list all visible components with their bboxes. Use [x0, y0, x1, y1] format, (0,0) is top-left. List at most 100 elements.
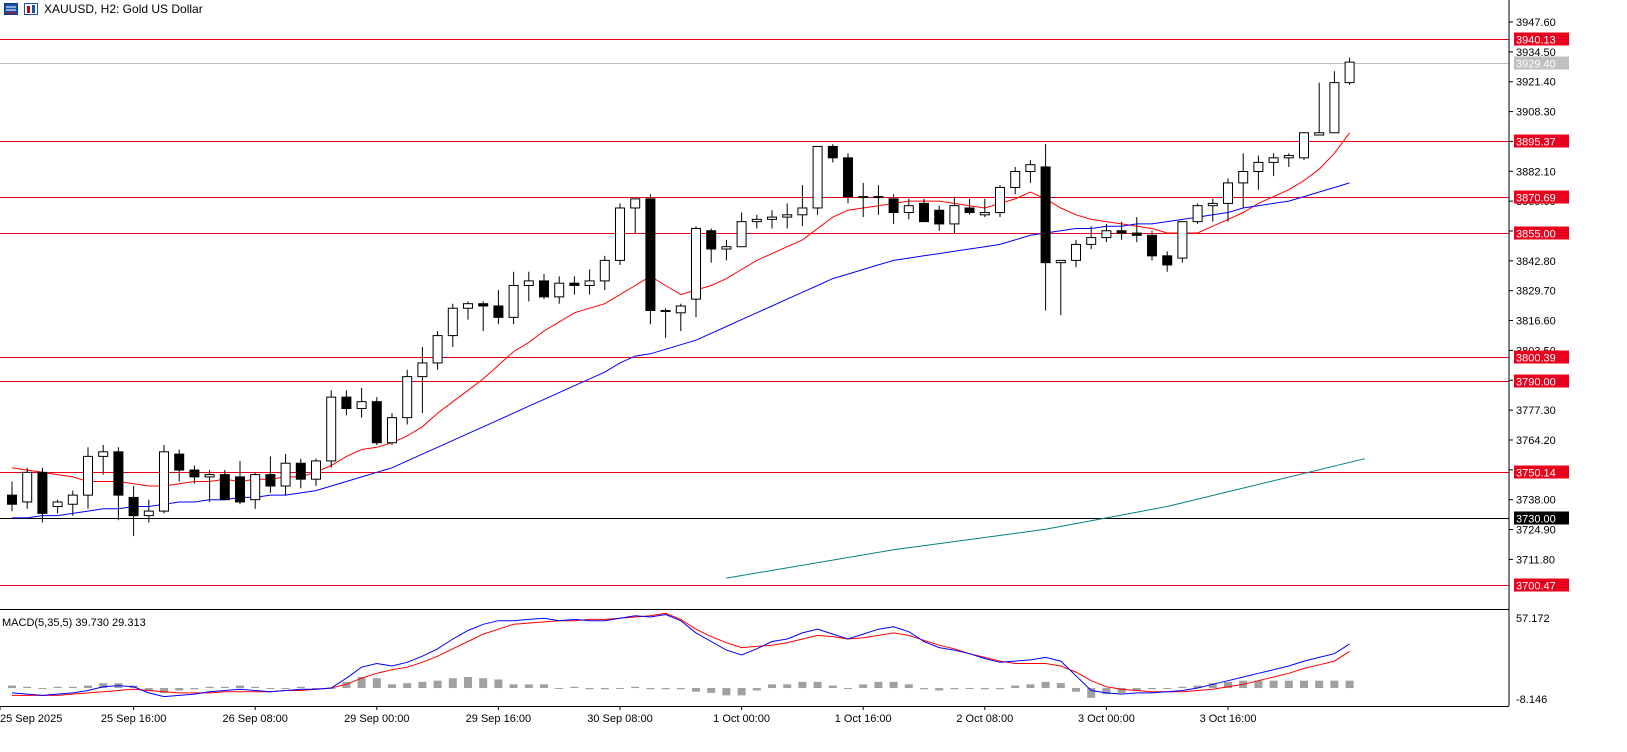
- macd-histogram-bar: [555, 688, 564, 690]
- ma-slow-line: [726, 458, 1365, 579]
- macd-histogram-bar: [190, 688, 199, 690]
- candle-bull: [1268, 157, 1279, 163]
- moving-averages: [11, 132, 1365, 579]
- candle-bull: [311, 460, 321, 480]
- macd-histogram-bar: [813, 681, 822, 689]
- candle-bull: [447, 307, 458, 337]
- chart-grid-icon[interactable]: [4, 3, 18, 15]
- level-price-label: 3929.40: [1516, 59, 1556, 71]
- macd-histogram-bar: [570, 686, 579, 689]
- candle-bull: [326, 396, 337, 462]
- macd-histogram-bar: [1193, 685, 1202, 689]
- candle-bull: [52, 501, 63, 508]
- macd-histogram-bar: [1102, 688, 1111, 695]
- macd-main-line: [11, 613, 1350, 698]
- macd-histogram-bar: [1300, 680, 1308, 689]
- candle-bull: [721, 246, 732, 250]
- candle-bear: [189, 469, 200, 478]
- macd-histogram-bar: [752, 688, 761, 691]
- macd-histogram-bar: [798, 681, 807, 689]
- candle-bull: [1192, 205, 1203, 223]
- candle-bear: [478, 303, 489, 307]
- candle-bull: [584, 280, 595, 286]
- macd-histogram-bar: [737, 688, 746, 696]
- macd-signal-line: [12, 612, 1350, 696]
- price-tick-label: 3934.50: [1516, 47, 1556, 59]
- candle-bull: [204, 474, 215, 478]
- candle-bull: [280, 462, 291, 487]
- level-price-label: 3730.00: [1516, 514, 1556, 526]
- level-price-label: 3940.13: [1516, 35, 1556, 47]
- macd-histogram-bar: [980, 688, 989, 690]
- symbol-title: XAUUSD, H2: Gold US Dollar: [44, 2, 203, 16]
- candle-bear: [219, 474, 230, 501]
- candle-bull: [67, 494, 78, 505]
- candle-bull: [402, 376, 413, 419]
- candle-bear: [964, 207, 975, 214]
- macd-histogram-bar: [494, 679, 503, 689]
- macd-histogram-bar: [418, 681, 427, 689]
- macd-pane: MACD(5,35,5) 39.730 29.313 57.172 -8.146: [2, 612, 1550, 706]
- macd-histogram-bar: [1330, 680, 1339, 689]
- macd-histogram-bar: [661, 688, 670, 690]
- candle-bull: [1010, 171, 1021, 188]
- level-price-box: [1514, 511, 1569, 525]
- candle-bear: [7, 494, 17, 505]
- candle-bear: [1162, 255, 1173, 266]
- macd-histogram-bar: [874, 681, 883, 689]
- candle-bear: [1116, 230, 1127, 234]
- candle-bull: [979, 212, 990, 216]
- macd-histogram-bar: [1087, 688, 1096, 698]
- time-tick-label: 3 Oct 16:00: [1200, 713, 1257, 725]
- macd-histogram-bar: [403, 683, 412, 689]
- price-tick-label: 3908.30: [1516, 107, 1556, 119]
- time-tick-label: 1 Oct 16:00: [835, 713, 892, 725]
- macd-histogram-bar: [144, 688, 153, 691]
- macd-histogram-bar: [524, 684, 533, 689]
- time-tick-label: 30 Sep 08:00: [587, 713, 652, 725]
- macd-histogram-bar: [448, 678, 457, 689]
- macd-histogram-bar: [540, 684, 548, 689]
- level-price-box: [1514, 226, 1569, 240]
- macd-histogram-bar: [1345, 680, 1354, 689]
- time-tick-label: 25 Sep 16:00: [101, 713, 166, 725]
- macd-histogram-bar: [312, 688, 320, 690]
- macd-histogram-bar: [585, 688, 594, 690]
- level-price-label: 3855.00: [1516, 229, 1556, 241]
- candle-bull: [660, 310, 671, 313]
- price-tick-label: 3882.10: [1516, 166, 1556, 178]
- bars-icon[interactable]: [24, 3, 38, 15]
- candle-bull: [599, 259, 610, 282]
- time-tick-label: 25 Sep 2025: [0, 713, 62, 725]
- macd-histogram-bar: [1132, 688, 1141, 691]
- candle-bear: [341, 396, 352, 410]
- candle-bull: [143, 510, 154, 517]
- macd-histogram-bar: [1056, 683, 1065, 689]
- macd-histogram-bar: [8, 685, 16, 689]
- candle-bull: [782, 214, 793, 218]
- candle-bear: [645, 198, 656, 312]
- candle-bull: [767, 216, 777, 220]
- price-tick-label: 3724.90: [1516, 525, 1556, 537]
- macd-histogram-bar: [1315, 680, 1324, 689]
- candle-bear: [295, 462, 306, 480]
- macd-histogram-bar: [828, 685, 837, 689]
- candle-bear: [1040, 166, 1051, 264]
- macd-histogram-bar: [1269, 680, 1278, 689]
- candle-bull: [356, 401, 367, 410]
- macd-histogram-bar: [950, 688, 959, 690]
- macd-top-value: 57.172: [1516, 613, 1550, 625]
- candle-bull: [1101, 230, 1112, 239]
- candle-bull: [630, 198, 641, 209]
- macd-histogram-bar: [1117, 688, 1126, 693]
- price-tick-label: 3947.60: [1516, 17, 1556, 29]
- candle-bear: [371, 401, 382, 444]
- macd-histogram-bar: [464, 676, 472, 689]
- candle-bull: [554, 282, 565, 298]
- candle-bull: [98, 451, 109, 457]
- macd-histogram-bar: [509, 684, 518, 689]
- candle-bull: [508, 284, 519, 318]
- macd-histogram-bar: [372, 678, 381, 689]
- candle-bear: [235, 476, 245, 503]
- level-price-box: [1514, 32, 1569, 46]
